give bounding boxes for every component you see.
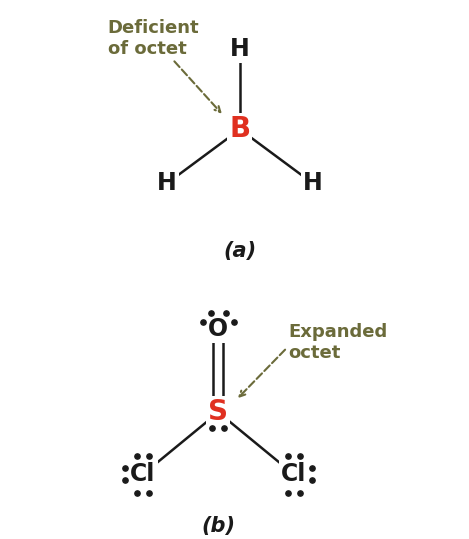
Text: H: H — [157, 171, 177, 195]
Text: H: H — [230, 37, 250, 60]
Text: Cl: Cl — [130, 462, 156, 486]
Text: Deficient
of octet: Deficient of octet — [108, 19, 199, 58]
Text: H: H — [303, 171, 323, 195]
Text: Cl: Cl — [281, 462, 306, 486]
Text: (a): (a) — [223, 240, 257, 261]
Text: O: O — [208, 317, 228, 341]
Text: S: S — [208, 398, 228, 426]
Text: Expanded
octet: Expanded octet — [288, 323, 388, 362]
Text: B: B — [229, 115, 250, 143]
Text: (b): (b) — [201, 515, 235, 536]
